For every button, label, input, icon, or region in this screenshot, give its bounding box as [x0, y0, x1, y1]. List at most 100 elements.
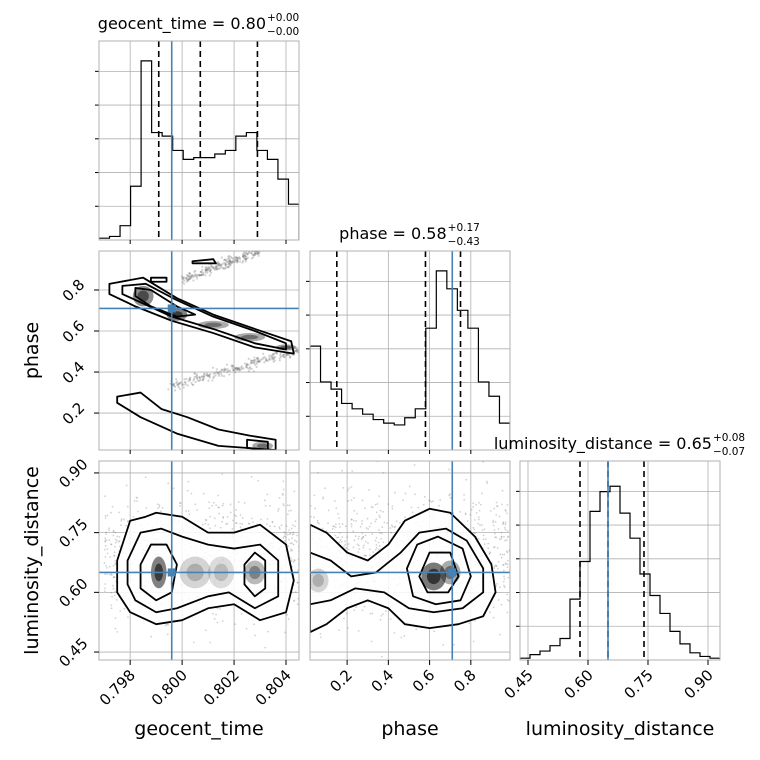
sample-point [225, 523, 227, 526]
sample-point [506, 550, 508, 553]
sample-point [242, 251, 246, 254]
sample-point [260, 518, 262, 521]
sample-point [367, 488, 370, 491]
panel-frame [98, 250, 300, 451]
sample-point [126, 520, 129, 523]
sample-point [120, 519, 123, 522]
sample-point [201, 379, 205, 382]
sample-point [188, 272, 191, 275]
sample-point [351, 470, 354, 472]
sample-point [338, 629, 341, 632]
sample-point [252, 254, 255, 257]
sample-point [204, 518, 207, 521]
sample-point [327, 522, 329, 525]
sample-point [492, 519, 495, 522]
x-axis-label: phase [381, 718, 438, 740]
sample-point [209, 641, 212, 644]
sample-point [249, 248, 251, 250]
sample-point [270, 356, 273, 359]
sample-point [239, 514, 242, 516]
sample-point [364, 554, 367, 557]
sample-point [497, 567, 499, 570]
sample-point [495, 582, 498, 585]
sample-point [288, 353, 291, 356]
sample-point [103, 562, 106, 564]
x-tick-label: 0.8 [450, 666, 480, 696]
sample-point [117, 540, 120, 543]
sample-point [219, 608, 221, 610]
sample-point [477, 522, 480, 525]
sample-point [379, 618, 382, 621]
sample-point [191, 274, 194, 277]
sample-point [502, 584, 505, 587]
sample-point [265, 359, 268, 362]
sample-point [279, 353, 282, 357]
sample-point [256, 356, 259, 360]
sample-point [205, 267, 209, 270]
sample-point [244, 257, 248, 261]
sample-point [294, 349, 297, 353]
sample-point [495, 536, 498, 539]
sample-point [503, 578, 506, 580]
sample-point [228, 259, 232, 263]
sample-point [371, 533, 374, 535]
sample-point [257, 479, 260, 482]
sample-point [324, 487, 326, 490]
sample-point [343, 545, 346, 548]
sample-point [324, 442, 326, 444]
sample-point [241, 517, 244, 519]
sample-point [118, 536, 121, 538]
sample-point [238, 256, 241, 259]
contour-line [243, 551, 267, 598]
sample-point [287, 545, 290, 548]
sample-point [282, 480, 285, 483]
sample-point [371, 612, 374, 615]
sample-point [391, 505, 394, 508]
sample-point [243, 254, 247, 257]
sample-point [228, 259, 232, 262]
x-tick-label: 0.6 [409, 666, 439, 696]
sample-point [271, 520, 274, 523]
sample-point [350, 523, 353, 525]
sample-point [228, 373, 231, 376]
sample-point [196, 509, 198, 511]
sample-point [247, 370, 251, 373]
sample-point [292, 600, 295, 603]
sample-point [231, 528, 234, 530]
sample-point [282, 353, 285, 356]
sample-point [283, 531, 286, 534]
sample-point [338, 541, 341, 544]
sample-point [201, 378, 204, 381]
sample-point [217, 506, 220, 509]
sample-point [195, 375, 198, 378]
sample-point [196, 277, 199, 280]
sample-point [398, 521, 401, 524]
sample-point [252, 256, 255, 259]
sample-point [247, 367, 250, 370]
sample-point [126, 505, 129, 508]
title-sub: −0.07 [713, 446, 745, 458]
sample-point [257, 251, 260, 255]
sample-point [234, 258, 237, 261]
sample-point [284, 532, 286, 535]
sample-point [200, 274, 203, 277]
sample-point [383, 521, 386, 524]
sample-point [250, 359, 253, 363]
sample-point [104, 495, 106, 497]
sample-point [492, 546, 495, 549]
sample-point [497, 599, 500, 601]
sample-point [230, 262, 233, 265]
sample-point [219, 370, 222, 373]
sample-point [493, 545, 496, 548]
sample-point [350, 518, 353, 521]
sample-point [256, 252, 260, 255]
sample-point [188, 378, 192, 381]
sample-point [231, 364, 235, 368]
sample-point [338, 523, 341, 525]
sample-point [322, 496, 325, 499]
sample-point [287, 533, 289, 536]
sample-point [483, 528, 486, 531]
sample-point [438, 504, 440, 507]
sample-point [224, 263, 227, 267]
sample-point [208, 267, 211, 270]
